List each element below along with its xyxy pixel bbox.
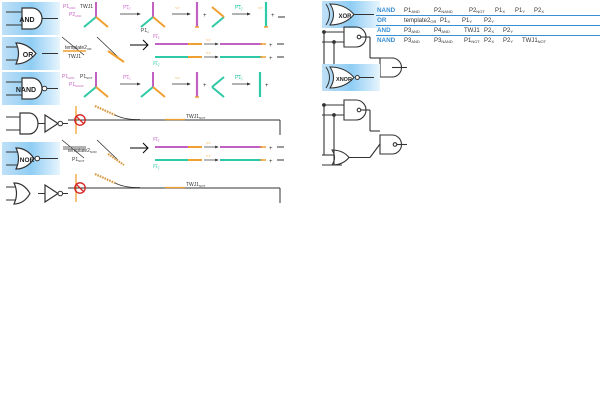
svg-text:XOR: XOR (338, 14, 352, 20)
svg-text:NAND: NAND (377, 37, 396, 44)
svg-text:P2X: P2X (484, 28, 494, 34)
svg-text:P1Y: P1Y (515, 8, 525, 14)
svg-text:NAND: NAND (16, 87, 36, 94)
svg-text:OR: OR (23, 52, 34, 59)
svg-text:P1X: P1X (440, 18, 450, 24)
svg-text:P1X: P1X (495, 8, 505, 14)
svg-text:<>: <> (258, 5, 263, 10)
svg-text:<>: <> (175, 5, 180, 10)
svg-text:<>: <> (206, 153, 211, 158)
svg-text:OR: OR (377, 17, 387, 24)
svg-text:<>: <> (206, 37, 211, 42)
svg-text:TWJ1: TWJ1 (68, 54, 81, 60)
svg-text:+: + (203, 83, 207, 89)
svg-text:+: + (265, 83, 269, 89)
svg-text:P3AND: P3AND (404, 28, 420, 34)
svg-text:+: + (203, 13, 207, 19)
svg-text:+: + (269, 56, 273, 62)
svg-text:P2NOT: P2NOT (469, 8, 485, 14)
svg-text:P2Y: P2Y (503, 28, 513, 34)
svg-text:<>: <> (175, 75, 180, 80)
svg-text:NOR: NOR (20, 157, 35, 164)
svg-text:P3AND: P3AND (404, 38, 420, 44)
svg-text:P2X: P2X (534, 8, 544, 14)
svg-text:P2Y: P2Y (484, 18, 494, 24)
svg-text:<>: <> (206, 50, 211, 55)
svg-text:+: + (269, 146, 273, 152)
svg-text:NAND: NAND (377, 7, 396, 14)
svg-text:P4AND: P4AND (434, 28, 450, 34)
svg-text:P2X: P2X (484, 38, 494, 44)
svg-text:TWJ1NOT: TWJ1NOT (522, 38, 547, 44)
svg-text:P2Y: P2Y (503, 38, 513, 44)
svg-text:<>: <> (206, 140, 211, 145)
svg-text:AND: AND (377, 27, 391, 34)
svg-text:AND: AND (19, 17, 34, 24)
svg-text:template2OR: template2OR (404, 18, 436, 24)
svg-text:P3NAND: P3NAND (434, 38, 453, 44)
svg-text:TWJ1: TWJ1 (464, 28, 480, 34)
svg-text:P2NAND: P2NAND (434, 8, 453, 14)
svg-text:+: + (269, 159, 273, 165)
svg-text:P1Y: P1Y (462, 18, 472, 24)
svg-text:XNOR: XNOR (336, 77, 352, 83)
svg-text:+: + (269, 43, 273, 49)
svg-text:P1NOT: P1NOT (464, 38, 480, 44)
svg-text:TWJ1: TWJ1 (80, 4, 93, 10)
svg-text:P1AND: P1AND (404, 8, 420, 14)
svg-text:+: + (271, 13, 275, 19)
